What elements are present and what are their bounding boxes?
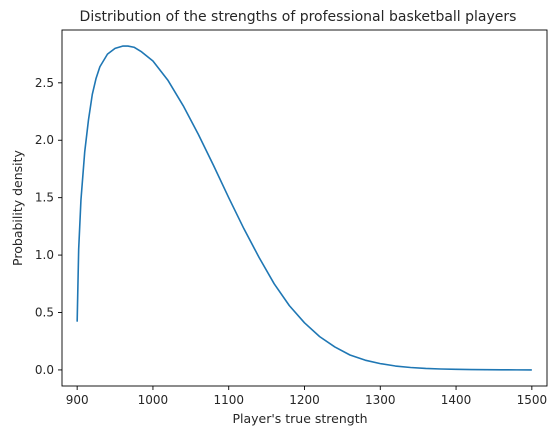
chart-title: Distribution of the strengths of profess… xyxy=(80,9,517,25)
y-tick-label: 2.5 xyxy=(35,76,54,90)
x-tick-label: 1200 xyxy=(289,393,320,407)
x-axis-label: Player's true strength xyxy=(232,411,367,426)
y-axis-label: Probability density xyxy=(10,149,25,265)
y-tick-label: 0.0 xyxy=(35,363,54,377)
y-axis-ticks: 0.0 0.5 1.0 1.5 2.0 2.5 xyxy=(35,76,62,377)
y-tick-label: 1.5 xyxy=(35,191,54,205)
series-line-0 xyxy=(76,45,532,371)
x-tick-label: 1100 xyxy=(213,393,244,407)
x-tick-label: 900 xyxy=(66,393,89,407)
y-tick-label: 1.0 xyxy=(35,248,54,262)
plot-area xyxy=(61,29,548,387)
x-tick-label: 1000 xyxy=(138,393,169,407)
y-tick-label: 2.0 xyxy=(35,133,54,147)
y-tick-label: 0.5 xyxy=(35,306,54,320)
x-tick-label: 1300 xyxy=(365,393,396,407)
x-tick-label: 1400 xyxy=(441,393,472,407)
axes-frame xyxy=(61,29,548,387)
x-axis-ticks: 900 1000 1100 1200 1300 1400 1500 xyxy=(66,386,547,407)
x-tick-label: 1500 xyxy=(517,393,548,407)
